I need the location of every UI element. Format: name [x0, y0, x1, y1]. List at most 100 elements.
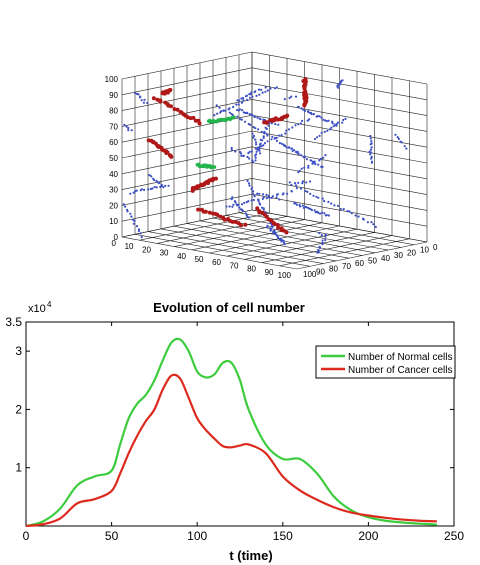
3d-grid	[121, 51, 428, 270]
vessels-cell-point	[323, 199, 326, 203]
normal-cell-point	[212, 165, 217, 169]
vessels-cell-point	[241, 209, 245, 212]
floor-grid-line	[244, 232, 375, 260]
vessels-cell-point	[238, 99, 241, 102]
vessels-cell-point	[267, 194, 270, 197]
vessels-cell-point	[248, 216, 251, 219]
vessels-cell-point	[148, 174, 151, 177]
vessels-cell-point	[348, 210, 351, 213]
vessels-cell-point	[140, 99, 143, 102]
vessels-cell-point	[370, 161, 373, 164]
cancer-cell-point	[276, 225, 281, 230]
vessels-cell-point	[246, 179, 249, 183]
vessels-cell-point	[243, 201, 246, 204]
vessels-cell-point	[227, 108, 230, 111]
vessels-cell-point	[265, 193, 268, 196]
vessels-cell-point	[259, 203, 262, 206]
vessels-cell-point	[325, 214, 328, 217]
vessels-cell-point	[240, 97, 243, 100]
vessels-cell-point	[295, 187, 298, 190]
vessels-cell-point	[284, 132, 287, 135]
x-tick-label: 30	[160, 249, 169, 258]
vessels-cell-point	[308, 118, 311, 121]
vessels-cell-point	[139, 95, 142, 98]
x-tick-label: 100	[278, 271, 292, 280]
vessels-cell-point	[281, 239, 284, 242]
vessels-cell-point	[254, 159, 257, 162]
x-tick-label: 90	[265, 268, 274, 277]
vessels-cell-point	[258, 93, 261, 96]
wall-grid-line	[121, 67, 253, 96]
vessels-cell-point	[250, 113, 253, 116]
vessels-cell-point	[309, 159, 312, 162]
floor-grid-line	[134, 234, 311, 267]
vessels-cell-point	[236, 115, 239, 118]
vessels-cell-point	[261, 91, 264, 94]
vessels-cell-point	[249, 93, 252, 96]
vessels-cell-point	[139, 232, 142, 235]
vessels-cell-point	[335, 124, 338, 127]
vessels-cell-point	[315, 195, 318, 198]
vessels-cell-point	[237, 109, 240, 112]
vessels-cell-point	[232, 105, 235, 109]
vessels-cell-point	[253, 195, 256, 198]
vessels-cell-point	[298, 203, 301, 207]
vessels-cell-point	[153, 186, 156, 189]
vessels-cell-point	[302, 206, 305, 209]
vessels-cell-point	[328, 128, 332, 131]
vessels-cell-point	[261, 193, 265, 196]
vessels-cell-point	[362, 218, 365, 221]
vessels-cell-point	[270, 196, 273, 199]
vessels-cell-point	[140, 236, 143, 239]
vessels-cell-point	[314, 211, 317, 214]
vessels-cell-point	[370, 151, 373, 154]
cancer-cell-point	[175, 107, 180, 112]
3d-points	[122, 77, 408, 254]
y-tick-label: 60	[355, 259, 364, 268]
legend-box	[315, 345, 456, 379]
y-tick-label: 40	[381, 254, 390, 263]
vessels-cell-point	[231, 205, 234, 208]
vessels-cell-point	[396, 136, 399, 139]
cancer-cell-point	[257, 210, 262, 215]
vessels-cell-point	[290, 190, 293, 193]
vessels-cell-point	[132, 191, 135, 194]
vessels-cell-point	[311, 162, 314, 165]
vessels-cell-point	[301, 119, 304, 122]
vessels-cell-point	[330, 202, 333, 205]
vessels-cell-point	[323, 212, 326, 215]
vessels-cell-point	[245, 94, 248, 97]
vessels-cell-point	[297, 152, 300, 155]
vessels-cell-point	[242, 99, 245, 102]
vessels-cell-point	[280, 142, 283, 145]
z-tick-label: 10	[109, 217, 118, 226]
vessels-cell-point	[122, 203, 125, 206]
vessels-cell-point	[266, 89, 269, 92]
vessels-cell-point	[262, 196, 265, 199]
vessels-cell-point	[301, 204, 304, 207]
vessels-cell-point	[266, 140, 269, 143]
x-tick-label: 70	[230, 261, 239, 270]
vessels-cell-point	[143, 188, 146, 192]
vessels-cell-point	[306, 110, 310, 113]
x-tick-label: 150	[273, 529, 293, 543]
y-tick-label: 10	[420, 246, 429, 255]
cancer-cell-point	[197, 121, 202, 126]
vessels-cell-point	[309, 192, 312, 195]
vessels-cell-point	[370, 157, 373, 160]
vessels-cell-point	[239, 118, 242, 121]
vessels-cell-point	[271, 195, 274, 198]
vessels-cell-point	[297, 123, 300, 126]
vessels-cell-point	[247, 200, 250, 203]
vessels-cell-point	[232, 203, 235, 206]
vessels-cell-point	[294, 124, 297, 127]
vessels-cell-point	[290, 183, 293, 186]
vessels-cell-point	[318, 134, 321, 137]
vessels-cell-point	[278, 198, 281, 201]
vessels-cell-point	[300, 167, 303, 170]
z-tick-label: 40	[109, 170, 118, 179]
vessels-cell-point	[327, 119, 330, 122]
vessels-cell-point	[324, 119, 327, 122]
normal-cell-point	[232, 115, 236, 120]
vessels-cell-point	[287, 128, 291, 131]
